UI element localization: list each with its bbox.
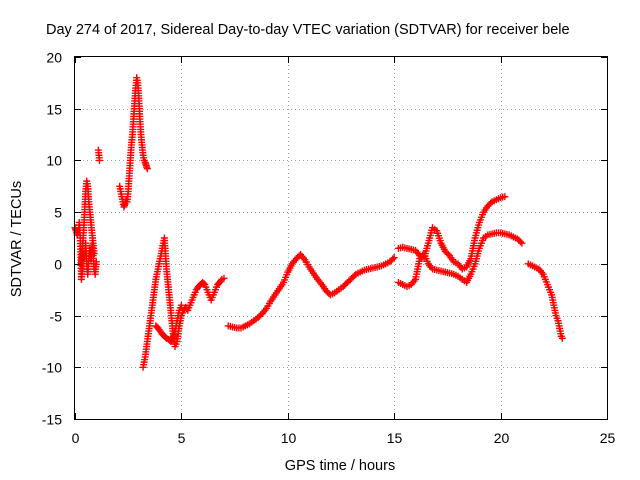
series-seg-low <box>139 234 228 371</box>
data-point <box>350 272 358 280</box>
series-seg-peak1 <box>116 74 151 211</box>
x-tick-label: 5 <box>178 430 186 446</box>
y-tick-label: 5 <box>54 205 62 221</box>
grid <box>75 57 607 419</box>
series-seg-early-c <box>94 146 103 164</box>
series-seg-low-b <box>152 301 185 345</box>
y-tick-label: -5 <box>50 309 63 325</box>
data-point <box>220 274 228 282</box>
plot-frame <box>74 56 608 420</box>
x-tick-label: 15 <box>387 430 403 446</box>
x-axis-label: GPS time / hours <box>285 458 395 474</box>
data-point <box>92 258 100 266</box>
chart-title: Day 274 of 2017, Sidereal Day-to-day VTE… <box>46 22 570 38</box>
data-point <box>168 336 176 344</box>
data-point <box>558 334 566 342</box>
data-point <box>390 254 398 262</box>
data-point <box>487 199 495 207</box>
y-tick-label: 15 <box>46 102 62 118</box>
series-seg-early-b <box>77 177 98 268</box>
series-seg-late <box>524 260 566 342</box>
data-points <box>71 74 566 371</box>
x-tick-label: 10 <box>281 430 297 446</box>
y-tick-label: -10 <box>42 360 62 376</box>
axis-ticks: 0 5 10 15 20 25 -15 -10 -5 0 5 10 15 20 <box>42 50 616 447</box>
data-point <box>389 255 397 263</box>
x-tick-label: 0 <box>72 430 80 446</box>
data-point <box>501 193 509 201</box>
y-tick-label: 10 <box>46 153 62 169</box>
series-seg-mid3 <box>394 229 526 291</box>
y-axis-label: SDTVAR / TECUs <box>9 181 25 297</box>
y-tick-label: 20 <box>46 50 62 66</box>
series-seg-mid2 <box>394 193 509 273</box>
data-point <box>95 156 103 164</box>
y-tick-label: 0 <box>54 257 62 273</box>
x-tick-label: 20 <box>494 430 510 446</box>
data-point <box>143 165 151 173</box>
data-point <box>518 239 526 247</box>
data-point <box>177 301 185 309</box>
x-tick-label: 25 <box>600 430 616 446</box>
series-seg-mid1 <box>224 251 398 332</box>
data-point <box>90 250 98 258</box>
data-point <box>200 280 208 288</box>
data-point <box>516 238 524 246</box>
y-tick-label: -15 <box>42 412 62 428</box>
